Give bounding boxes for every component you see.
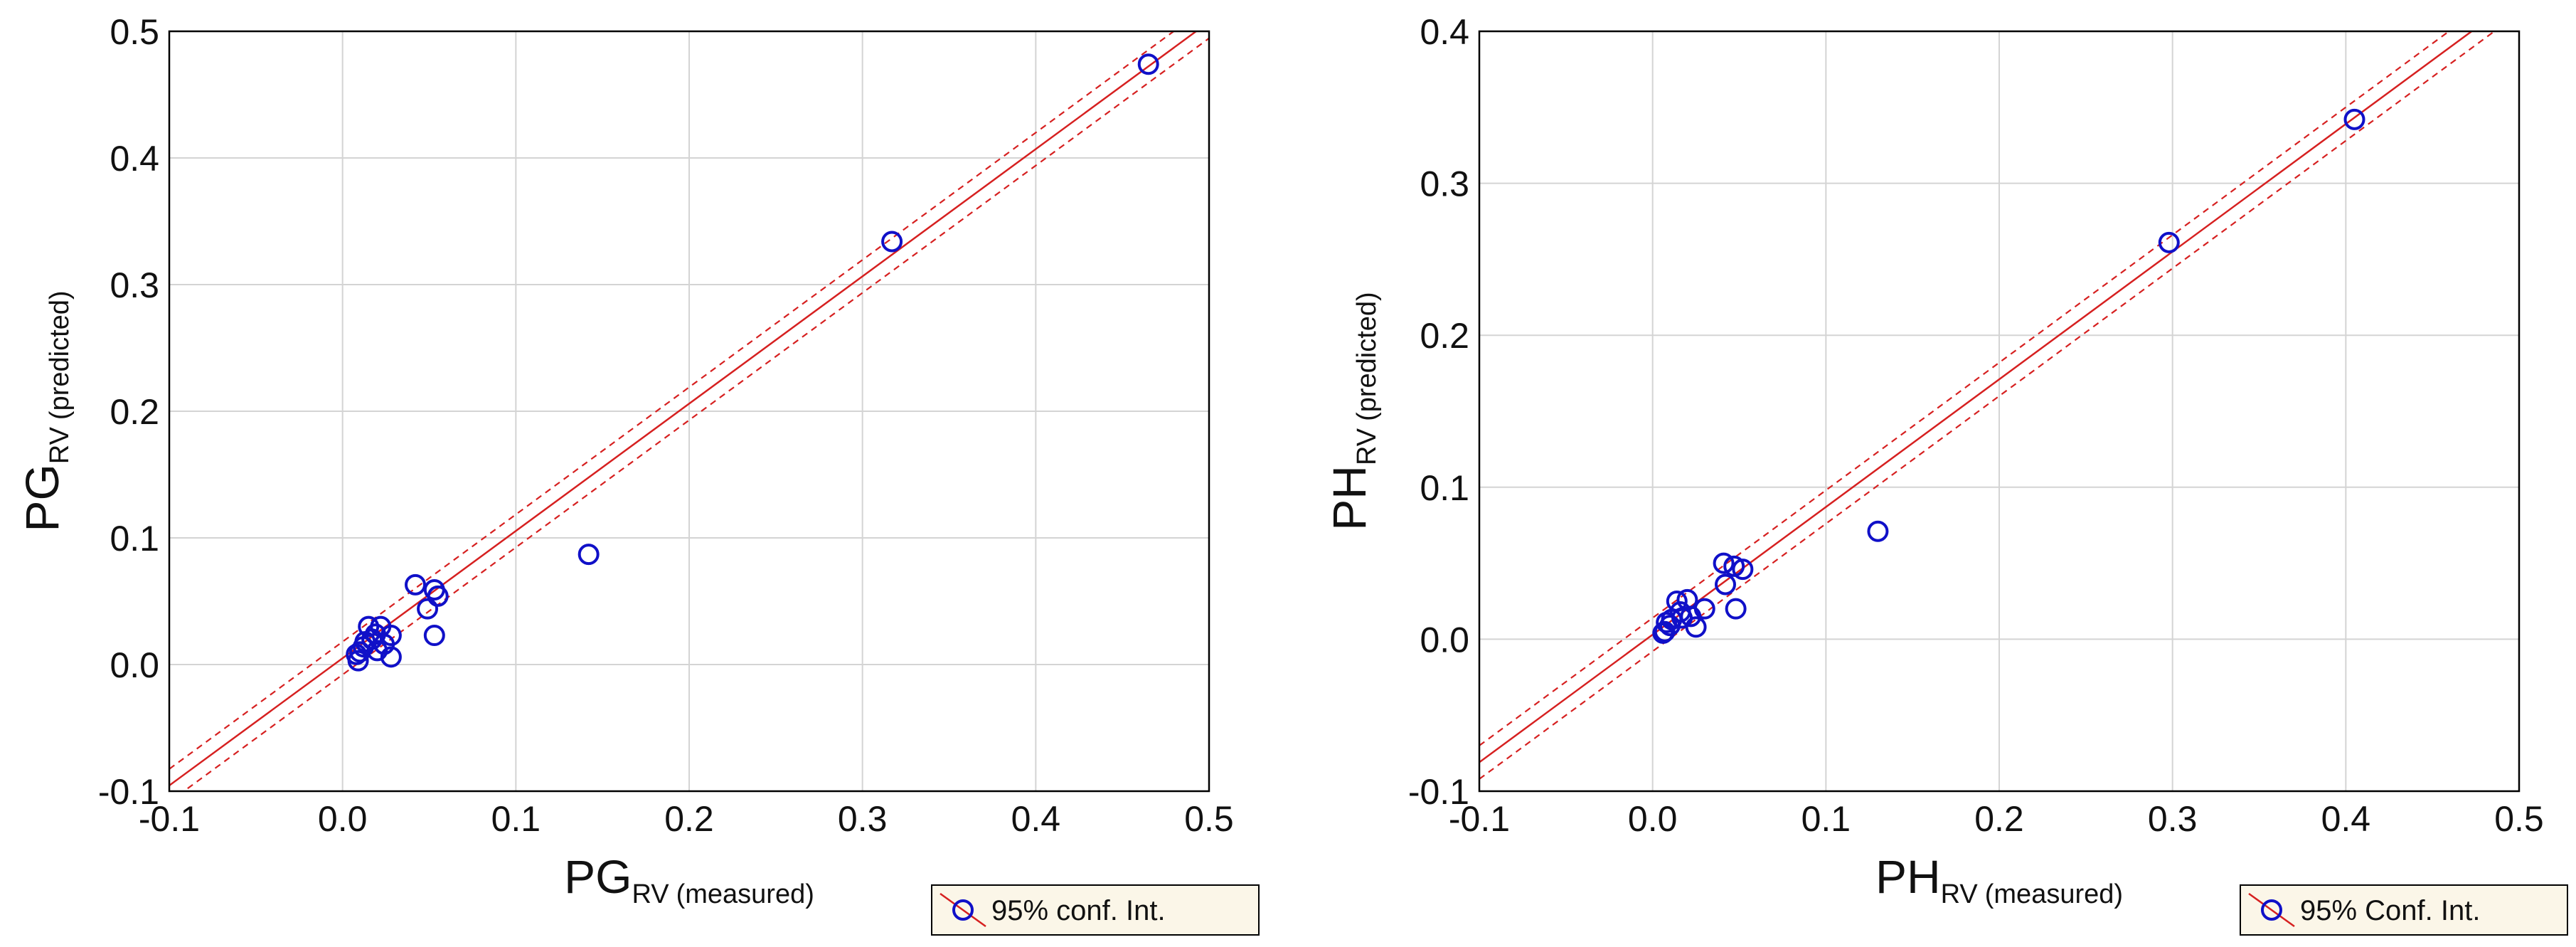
- pg-x-tick-label: 0.0: [318, 799, 368, 839]
- pg-x-axis-label: PGRV (measured): [564, 850, 814, 909]
- ph-y-tick-label: 0.2: [1420, 316, 1469, 356]
- pg-data-point: [405, 573, 427, 596]
- pg-y-tick-label: 0.5: [110, 12, 159, 52]
- pg-regression-line: [169, 31, 1198, 786]
- pg-ci-upper-line: [169, 31, 1176, 770]
- chart-pg: -0.1 0.0 0.1 0.2 0.3 0.4 0.5 -0.1 0.0 0.1 0.2 0.3 0…: [16, 12, 1260, 936]
- ph-y-tick-label: 0.1: [1420, 468, 1469, 508]
- pg-data-point: [373, 633, 395, 655]
- ph-x-tick-label: -0.1: [1449, 799, 1510, 839]
- ph-y-axis-label: PHRV(predicted): [1323, 292, 1382, 530]
- pg-y-tick-label: 0.0: [110, 645, 159, 685]
- ph-data-point: [2343, 108, 2365, 130]
- pg-y-axis-label: PGRV(predicted): [16, 290, 75, 531]
- ph-plot-frame: [1478, 30, 2521, 793]
- pg-data-point: [1137, 53, 1159, 75]
- pg-data-point: [361, 628, 383, 650]
- ph-data-point: [2158, 231, 2180, 253]
- pg-x-tick-label: -0.1: [139, 799, 200, 839]
- pg-x-tick-label: 0.2: [664, 799, 714, 839]
- ph-data-point: [1652, 622, 1674, 644]
- pg-x-tick-labels: -0.1 0.0 0.1 0.2 0.3 0.4 0.5: [139, 799, 1234, 839]
- pg-y-tick-label: 0.3: [110, 265, 159, 305]
- ph-x-axis-label: PHRV (measured): [1875, 850, 2123, 909]
- ph-gridlines: [1479, 31, 2520, 792]
- pg-data-point: [578, 544, 600, 566]
- ph-x-tick-label: 0.3: [2148, 799, 2198, 839]
- pg-data-point: [427, 585, 449, 607]
- ph-x-tick-label: 0.5: [2494, 799, 2544, 839]
- ph-y-tick-labels: -0.1 0.0 0.1 0.2 0.3 0.4: [1408, 12, 1469, 812]
- pg-data-point: [417, 598, 439, 620]
- pg-legend: 95% conf. Int.: [931, 884, 1260, 936]
- pg-x-tick-label: 0.5: [1184, 799, 1234, 839]
- pg-data-point: [881, 231, 903, 253]
- ph-data-point: [1867, 520, 1889, 542]
- pg-gridlines: [169, 31, 1210, 792]
- ph-data-point: [1680, 605, 1702, 628]
- ph-data-point: [1725, 598, 1747, 620]
- pg-ci-lower-line: [182, 37, 1209, 791]
- pg-y-tick-label: 0.4: [110, 139, 159, 179]
- pg-data-point: [347, 650, 369, 672]
- pg-data-point: [349, 641, 371, 663]
- pg-x-tick-label: 0.3: [838, 799, 888, 839]
- pg-plot-frame: [168, 30, 1210, 793]
- pg-y-tick-label: 0.2: [110, 392, 159, 432]
- ph-legend: 95% Conf. Int.: [2240, 884, 2568, 936]
- chart-ph: -0.1 0.0 0.1 0.2 0.3 0.4 0.5 -0.1 0.0 0.1 0.2 0.3 0…: [1323, 12, 2568, 936]
- pg-legend-label: 95% conf. Int.: [991, 895, 1166, 926]
- pg-y-tick-labels: -0.1 0.0 0.1 0.2 0.3 0.4 0.5: [98, 12, 159, 812]
- ph-y-tick-label: 0.4: [1420, 12, 1469, 52]
- pg-y-tick-label: 0.1: [110, 519, 159, 559]
- ph-legend-label: 95% Conf. Int.: [2300, 895, 2480, 926]
- pg-y-tick-label: -0.1: [98, 772, 159, 812]
- pg-legend-point-swatch: [952, 899, 974, 921]
- ph-data-point: [1715, 573, 1737, 596]
- ph-points: [1652, 108, 2365, 644]
- ph-y-tick-label: 0.3: [1420, 164, 1469, 204]
- ph-ci-lower-line: [1479, 31, 2496, 780]
- ph-y-tick-label: -0.1: [1408, 772, 1469, 812]
- ph-x-tick-labels: -0.1 0.0 0.1 0.2 0.3 0.4 0.5: [1449, 799, 2544, 839]
- ph-ci-upper-line: [1479, 31, 2451, 746]
- ph-legend-line-swatch: [2248, 892, 2295, 928]
- pg-x-tick-label: 0.4: [1011, 799, 1061, 839]
- pg-x-tick-label: 0.1: [491, 799, 541, 839]
- ph-y-tick-label: 0.0: [1420, 620, 1469, 660]
- ph-data-point: [1656, 611, 1678, 633]
- ph-x-tick-label: 0.0: [1628, 799, 1678, 839]
- ph-x-tick-label: 0.2: [1974, 799, 2024, 839]
- ph-x-tick-label: 0.4: [2321, 799, 2371, 839]
- pg-data-point: [423, 625, 445, 647]
- ph-x-tick-label: 0.1: [1801, 799, 1851, 839]
- ph-data-point: [1732, 559, 1754, 581]
- pg-legend-line-swatch: [940, 892, 986, 928]
- ph-legend-point-swatch: [2261, 899, 2282, 921]
- ph-data-point: [1713, 552, 1735, 574]
- pg-points: [346, 53, 1159, 672]
